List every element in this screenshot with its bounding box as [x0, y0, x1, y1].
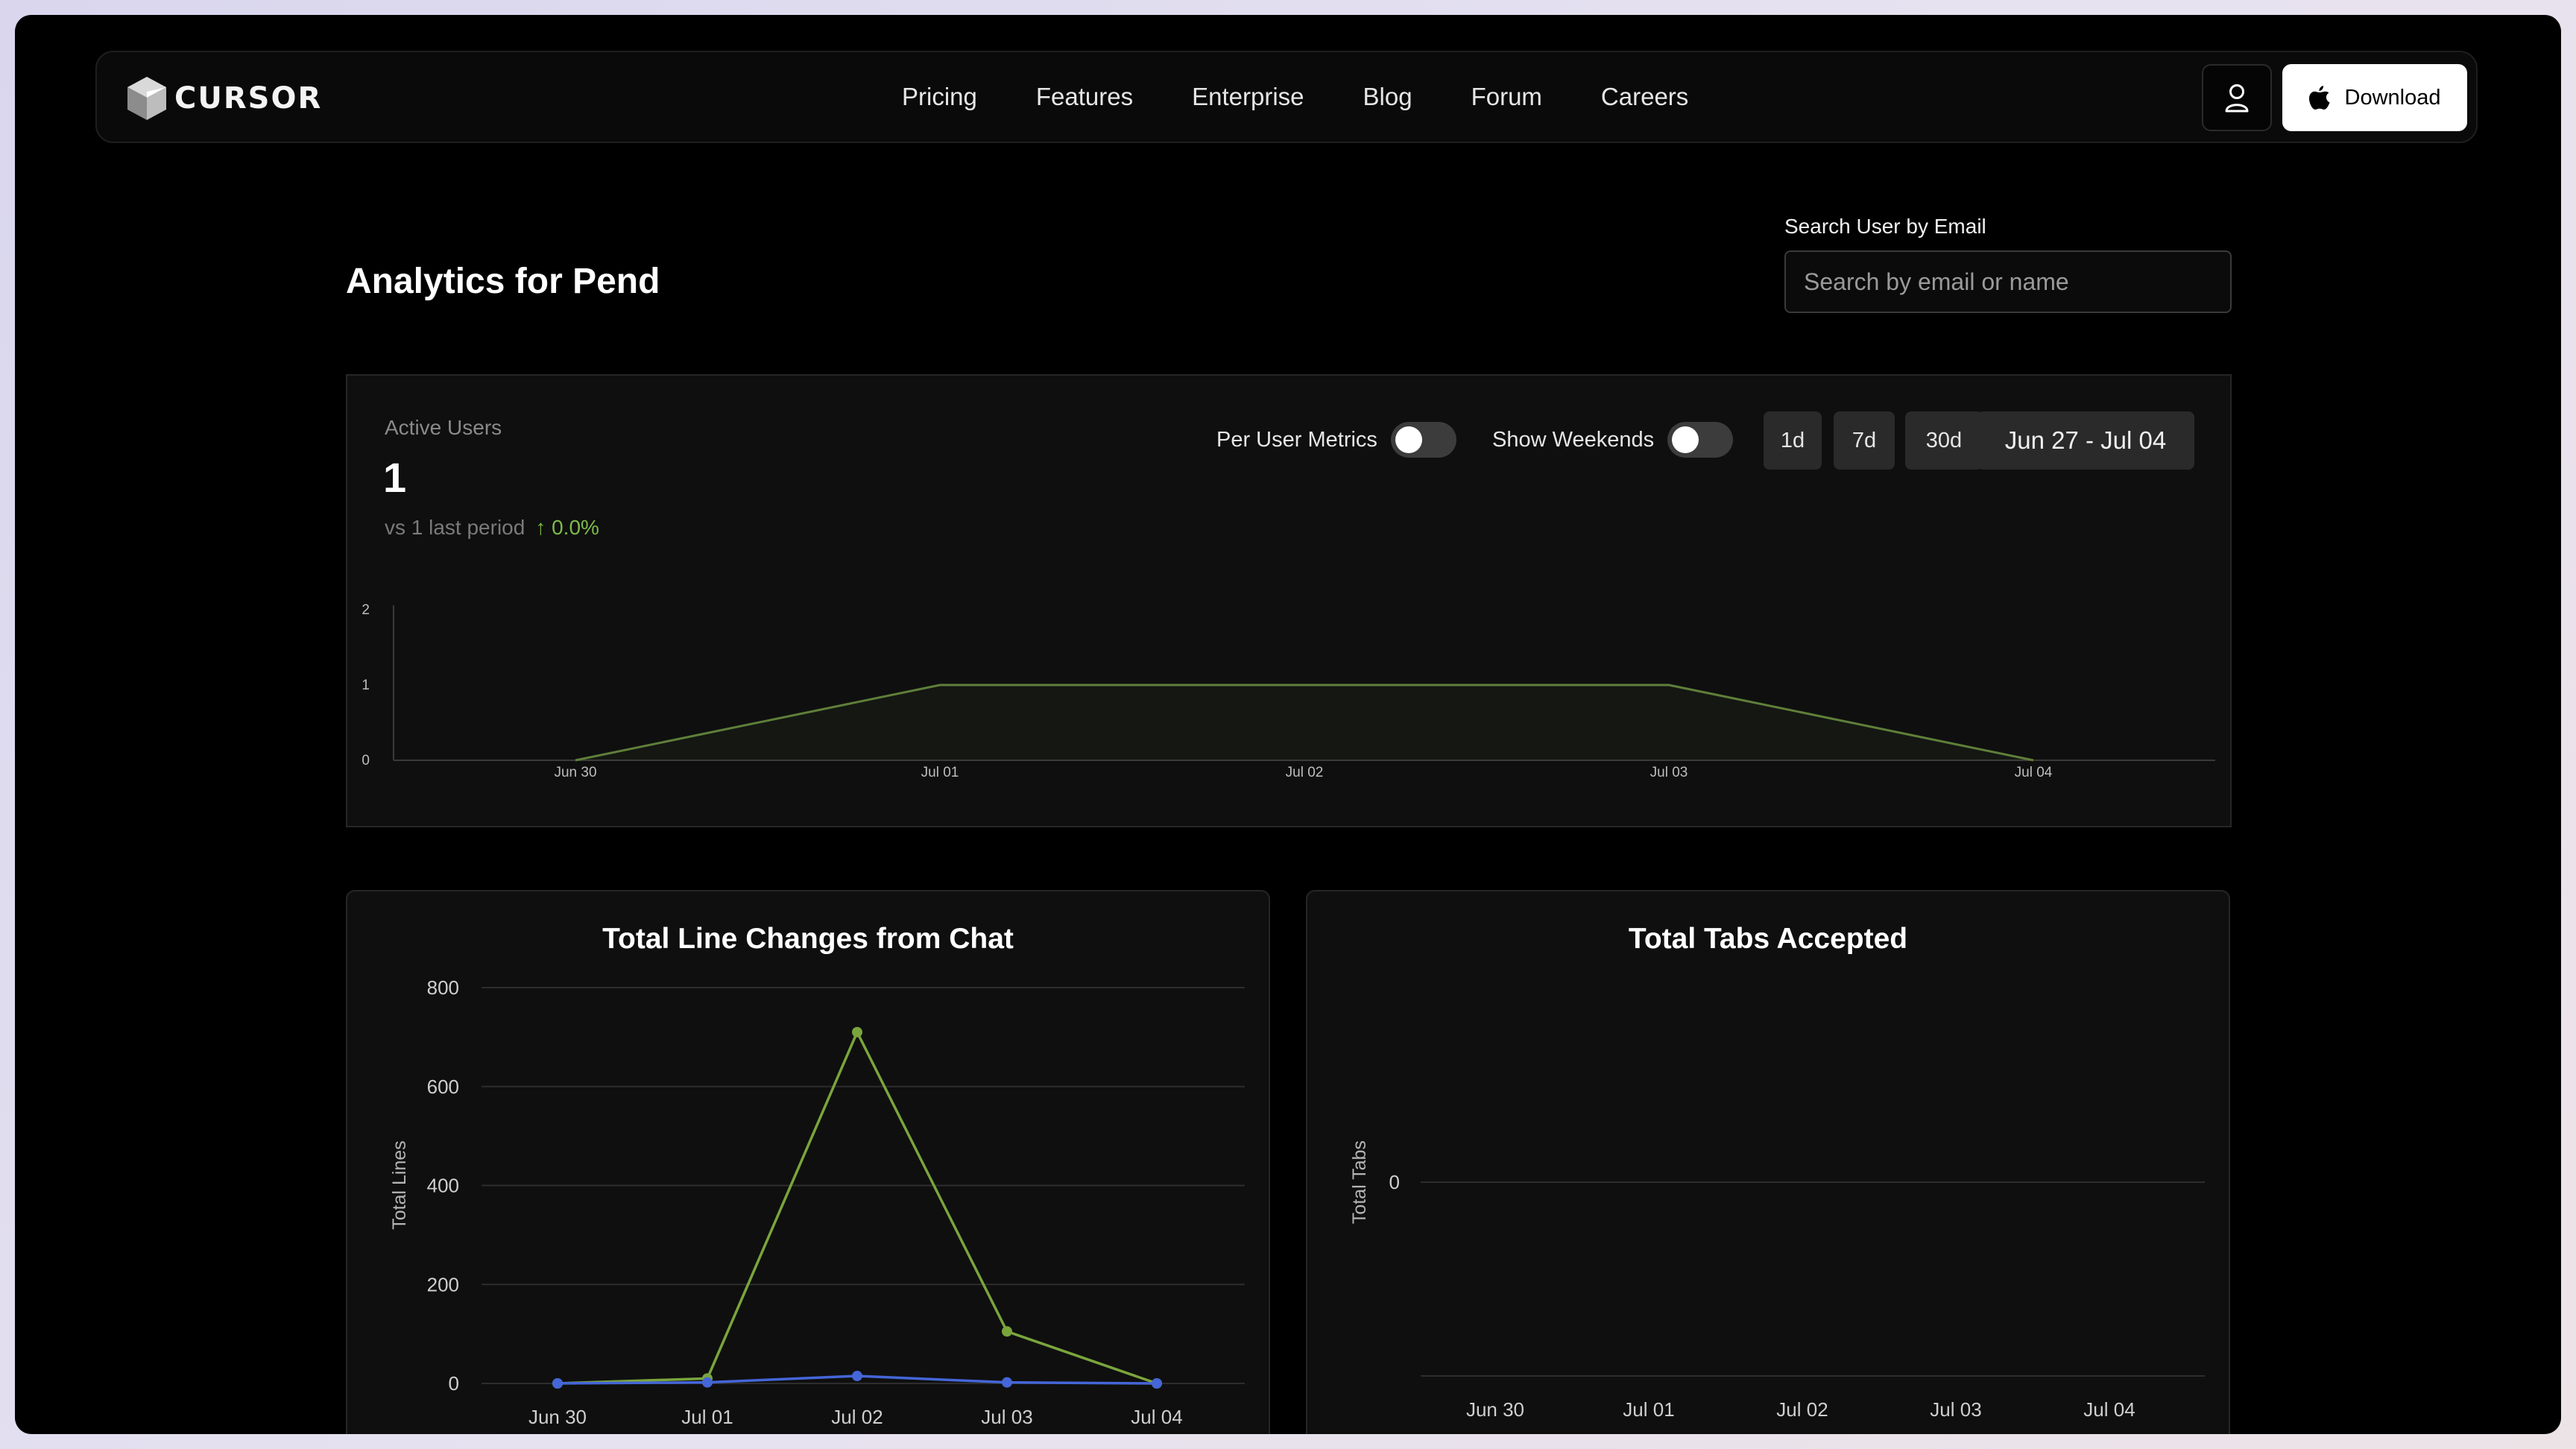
area-fill: [575, 685, 2033, 760]
search-input[interactable]: [1784, 250, 2232, 313]
toggle-knob: [1672, 426, 1699, 453]
show-weekends-label: Show Weekends: [1492, 427, 1655, 452]
y-tick-label: 0: [1389, 1171, 1400, 1193]
nav-link-features[interactable]: Features: [1035, 83, 1134, 110]
active-users-panel: Active Users 1 vs 1 last period ↑ 0.0% Pe…: [346, 374, 2232, 827]
range-30d-button[interactable]: 30d: [1905, 411, 1983, 470]
x-tick-label: Jun 30: [554, 765, 596, 780]
nav-link-pricing[interactable]: Pricing: [902, 83, 977, 110]
y-tick-label: 2: [362, 602, 370, 618]
tabs-accepted-panel: Total Tabs Accepted 0 Total Tabs Jun 30 Jul…: [1306, 890, 2230, 1434]
comparison-text: vs 1 last period ↑ 0.0%: [385, 516, 599, 540]
x-tick-label: Jul 01: [681, 1406, 733, 1428]
download-button[interactable]: Download: [2282, 64, 2467, 131]
nav-link-blog[interactable]: Blog: [1363, 83, 1412, 110]
y-tick-label: 1: [362, 678, 370, 693]
tabs-accepted-chart: 0 Total Tabs Jun 30 Jul 01 Jul 02 Jul 03 Jul 0…: [1349, 1140, 2205, 1421]
y-tick-label: 0: [362, 753, 370, 768]
cursor-cube-icon: [127, 77, 166, 120]
app-window: CURSOR Pricing Features Enterprise Blog …: [15, 15, 2561, 1434]
toggle-knob: [1395, 426, 1422, 453]
nav-links: Pricing Features Enterprise Blog Forum C…: [902, 52, 1688, 142]
x-tick-label: Jul 02: [831, 1406, 883, 1428]
cursor-logo[interactable]: CURSOR: [125, 75, 322, 122]
y-tick-label: 200: [427, 1273, 459, 1295]
data-point: [1002, 1326, 1012, 1337]
range-7d-button[interactable]: 7d: [1834, 411, 1895, 470]
active-users-value: 1: [383, 454, 407, 501]
nav-link-careers[interactable]: Careers: [1600, 83, 1689, 110]
y-tick-label: 400: [427, 1175, 459, 1197]
x-tick-label: Jul 03: [981, 1406, 1032, 1428]
data-point: [1152, 1378, 1162, 1389]
tabs-accepted-title: Total Tabs Accepted: [1628, 923, 1908, 955]
x-tick-label: Jul 04: [2083, 1398, 2135, 1421]
x-tick-label: Jul 04: [2015, 765, 2053, 780]
user-icon: [2225, 84, 2249, 113]
nav-link-forum[interactable]: Forum: [1471, 83, 1542, 110]
date-range-picker[interactable]: Jun 27 - Jul 04: [1977, 411, 2194, 470]
series-line: [557, 1029, 1158, 1385]
data-point: [852, 1371, 862, 1382]
data-point: [552, 1378, 563, 1389]
account-button[interactable]: [2202, 64, 2272, 131]
nav-link-enterprise[interactable]: Enterprise: [1192, 83, 1304, 110]
y-tick-label: 0: [449, 1372, 459, 1395]
data-point: [852, 1026, 862, 1038]
change-percent: ↑ 0.0%: [535, 516, 599, 539]
x-tick-label: Jul 02: [1286, 765, 1324, 780]
show-weekends-control: Show Weekends: [1492, 422, 1734, 458]
line-changes-panel: Total Line Changes from Chat 0 200 400 600 8…: [346, 890, 1270, 1434]
search-label: Search User by Email: [1784, 215, 1986, 238]
y-axis-title: Total Tabs: [1349, 1140, 1370, 1224]
x-tick-label: Jul 02: [1776, 1398, 1828, 1421]
line-changes-chart: 0 200 400 600 800 Total Lines Jun 30 Jul 01 Jul …: [389, 976, 1245, 1428]
series-line: [575, 684, 2034, 762]
x-tick-label: Jun 30: [528, 1406, 587, 1428]
data-point: [702, 1377, 713, 1388]
comparison-label: vs 1 last period: [385, 516, 525, 539]
active-users-label: Active Users: [385, 416, 502, 439]
x-tick-label: Jul 01: [921, 765, 959, 780]
y-tick-label: 600: [427, 1076, 459, 1098]
x-tick-label: Jul 01: [1623, 1398, 1674, 1421]
y-tick-label: 800: [427, 976, 459, 999]
per-user-metrics-control: Per User Metrics: [1216, 422, 1456, 458]
per-user-metrics-label: Per User Metrics: [1216, 427, 1377, 452]
x-tick-label: Jul 04: [1131, 1406, 1182, 1428]
top-navigation: CURSOR Pricing Features Enterprise Blog …: [95, 51, 2478, 143]
x-tick-label: Jul 03: [1650, 765, 1688, 780]
apple-icon: [2308, 86, 2329, 110]
data-point: [1002, 1377, 1012, 1388]
x-tick-label: Jul 03: [1930, 1398, 1981, 1421]
active-users-chart: 0 1 2 Jun 30 Jul 01 Jul 02 Jul 03 Jul 04: [362, 602, 2215, 780]
y-axis-title: Total Lines: [389, 1140, 410, 1230]
range-1d-button[interactable]: 1d: [1764, 411, 1822, 470]
brand-name: CURSOR: [174, 81, 323, 116]
show-weekends-toggle[interactable]: [1667, 422, 1734, 458]
page-title: Analytics for Pend: [346, 262, 660, 301]
line-changes-title: Total Line Changes from Chat: [602, 923, 1014, 955]
download-label: Download: [2344, 85, 2441, 110]
per-user-metrics-toggle[interactable]: [1390, 422, 1456, 458]
x-tick-label: Jun 30: [1466, 1398, 1524, 1421]
